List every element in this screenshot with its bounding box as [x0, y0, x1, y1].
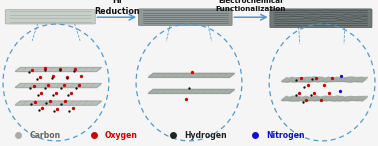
Polygon shape	[15, 101, 101, 105]
Polygon shape	[281, 77, 367, 82]
FancyBboxPatch shape	[5, 10, 95, 24]
FancyBboxPatch shape	[270, 9, 372, 28]
Text: Oxygen: Oxygen	[105, 131, 138, 140]
Polygon shape	[15, 67, 101, 72]
Text: Electrochemical
Functionalization: Electrochemical Functionalization	[216, 0, 286, 12]
Text: HI
Reduction: HI Reduction	[94, 0, 139, 16]
Text: Nitrogen: Nitrogen	[266, 131, 305, 140]
Polygon shape	[15, 84, 101, 88]
Polygon shape	[148, 89, 234, 93]
Polygon shape	[281, 96, 367, 101]
Text: Hydrogen: Hydrogen	[184, 131, 227, 140]
FancyBboxPatch shape	[138, 9, 232, 25]
Polygon shape	[148, 73, 234, 77]
Text: Carbon: Carbon	[29, 131, 60, 140]
